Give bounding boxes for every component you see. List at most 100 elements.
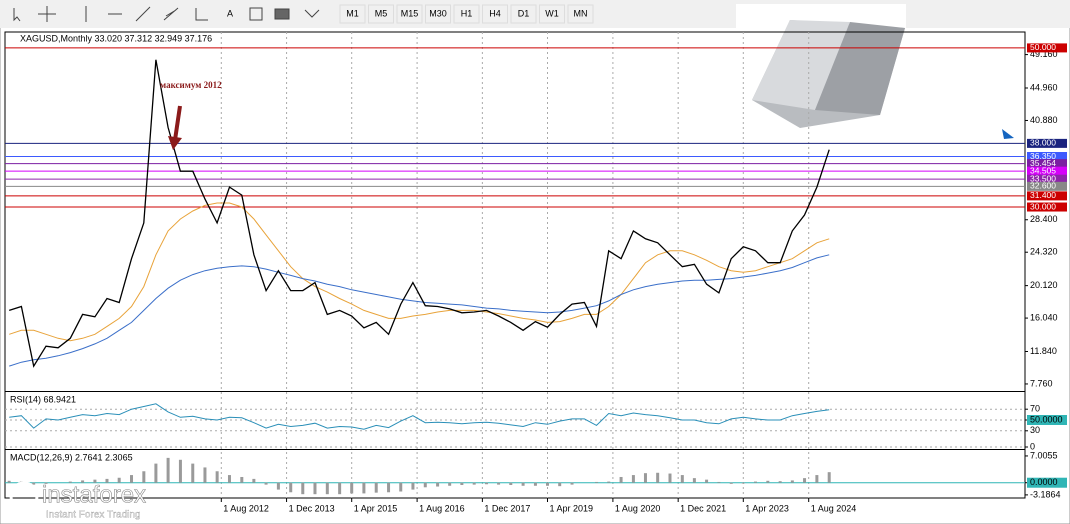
plot: 1 Aug 2012 1 Dec 2013 1 Apr 2015 1 Aug 2016… (4, 31, 1067, 513)
y-tick-label: 7.760 (1030, 378, 1053, 388)
y-tick-label: -3.1864 (1030, 489, 1061, 499)
level-tag (1027, 181, 1067, 191)
histogram-bar (154, 463, 158, 483)
timeframe-label[interactable]: M5 (375, 8, 388, 18)
a-icon[interactable]: A (227, 8, 233, 18)
timeframe-button[interactable] (396, 4, 423, 24)
histogram-bar (558, 482, 562, 487)
histogram-bar (142, 471, 146, 483)
x-tick-label: 1 Aug 2012 (223, 503, 269, 513)
blue-arrow (1002, 129, 1014, 139)
timeframe-label[interactable]: H4 (489, 8, 501, 18)
toolbar-icons (13, 6, 320, 22)
histogram-bar (448, 482, 452, 486)
histogram-bar (521, 482, 525, 486)
histogram-bar (692, 478, 696, 483)
timeframe-button[interactable] (425, 4, 451, 24)
histogram-bar (460, 482, 464, 486)
text-icon[interactable] (249, 7, 263, 21)
level-tag (1027, 174, 1067, 184)
series-line (9, 254, 830, 367)
level-tag (1027, 202, 1067, 212)
histogram-bar (44, 482, 48, 484)
histogram-bar (411, 482, 415, 490)
histogram-bar (81, 480, 85, 483)
level-label: 36.350 (1030, 151, 1056, 161)
timeframe-label[interactable]: H1 (461, 8, 473, 18)
level-label: 30.000 (1030, 201, 1056, 211)
histogram-bar (803, 478, 807, 483)
timeframe-button[interactable] (510, 4, 537, 24)
timeframe-button[interactable] (482, 4, 508, 24)
timeframe-label[interactable]: M30 (429, 8, 447, 18)
histogram-bar (399, 482, 403, 492)
y-tick-label: 70 (1030, 404, 1040, 414)
level-tag (1027, 166, 1067, 176)
histogram-bar (485, 482, 489, 485)
level-label: 35.454 (1030, 158, 1056, 168)
histogram-bar (252, 478, 256, 483)
brand: instaforex (42, 481, 146, 508)
histogram-bar (130, 475, 134, 483)
silver-bar-face (752, 20, 850, 110)
histogram-bar (240, 476, 244, 483)
y-tick-label: 50.0000 (1030, 414, 1063, 424)
timeframe-label[interactable]: MN (574, 8, 588, 18)
x-tick-label: 1 Aug 2016 (419, 503, 465, 513)
timeframe-button[interactable] (567, 4, 594, 24)
level-label: 31.400 (1030, 190, 1056, 200)
level-label: 33.500 (1030, 173, 1056, 183)
y-tick-label: 20.120 (1030, 280, 1058, 290)
y-tick-label: 11.840 (1030, 346, 1057, 356)
tick-highlight (1027, 415, 1067, 425)
timeframe-button[interactable] (453, 4, 480, 24)
level-label: 34.505 (1030, 165, 1056, 175)
trend-icon[interactable] (135, 6, 151, 22)
histogram-bar (387, 482, 391, 493)
shape-icon[interactable] (274, 8, 290, 20)
histogram-bar (570, 482, 574, 485)
x-tick-label: 1 Aug 2020 (615, 503, 661, 513)
level-tag (1027, 152, 1067, 162)
arrows-icon[interactable] (304, 9, 320, 18)
histogram-bar (643, 473, 647, 483)
x-tick-label: 1 Apr 2019 (549, 503, 593, 513)
histogram-bar (350, 482, 354, 494)
annotation-arrowhead (168, 136, 182, 150)
timeframe-button[interactable] (339, 4, 366, 24)
histogram-bar (509, 482, 513, 486)
histogram-bar (289, 482, 293, 493)
x-tick-label: 1 Dec 2013 (289, 503, 335, 513)
annotation: максимум 2012 (160, 80, 222, 90)
timeframe-label[interactable]: M1 (346, 8, 359, 18)
cursor-icon[interactable] (13, 8, 21, 22)
histogram-bar (313, 482, 317, 495)
x-tick-label: 1 Apr 2023 (745, 503, 789, 513)
timeframes: M1 M5 M15 M30 H1 H4 D1 W1 MN (339, 4, 594, 24)
timeframe-label[interactable]: M15 (401, 8, 419, 18)
histogram-bar (741, 482, 745, 484)
fibo-icon[interactable] (195, 8, 208, 21)
timeframe-button[interactable] (539, 4, 565, 24)
histogram-bar (827, 472, 831, 483)
histogram-bar (93, 479, 97, 483)
y-tick-label: 49.160 (1030, 49, 1058, 59)
histogram-bar (497, 482, 501, 485)
y-tick-label: 0 (1030, 441, 1035, 451)
y-tick-label: 28.400 (1030, 214, 1058, 224)
timeframe-label[interactable]: D1 (518, 8, 530, 18)
timeframe-label[interactable]: W1 (545, 8, 559, 18)
histogram-bar (766, 480, 770, 483)
histogram-bar (117, 477, 121, 483)
crosshair-icon[interactable] (38, 6, 56, 22)
level-label: 38.000 (1030, 138, 1056, 148)
y-tick-label: 44.960 (1030, 82, 1058, 92)
y-tick-label: 7.0055 (1030, 450, 1058, 460)
channel-icon[interactable] (163, 7, 179, 21)
histogram-bar (264, 482, 268, 485)
histogram-bar (607, 481, 611, 483)
timeframe-button[interactable] (368, 4, 394, 24)
pane-title: MACD(12,26,9) 2.7641 2.3065 (10, 452, 133, 462)
histogram-bar (815, 475, 819, 483)
